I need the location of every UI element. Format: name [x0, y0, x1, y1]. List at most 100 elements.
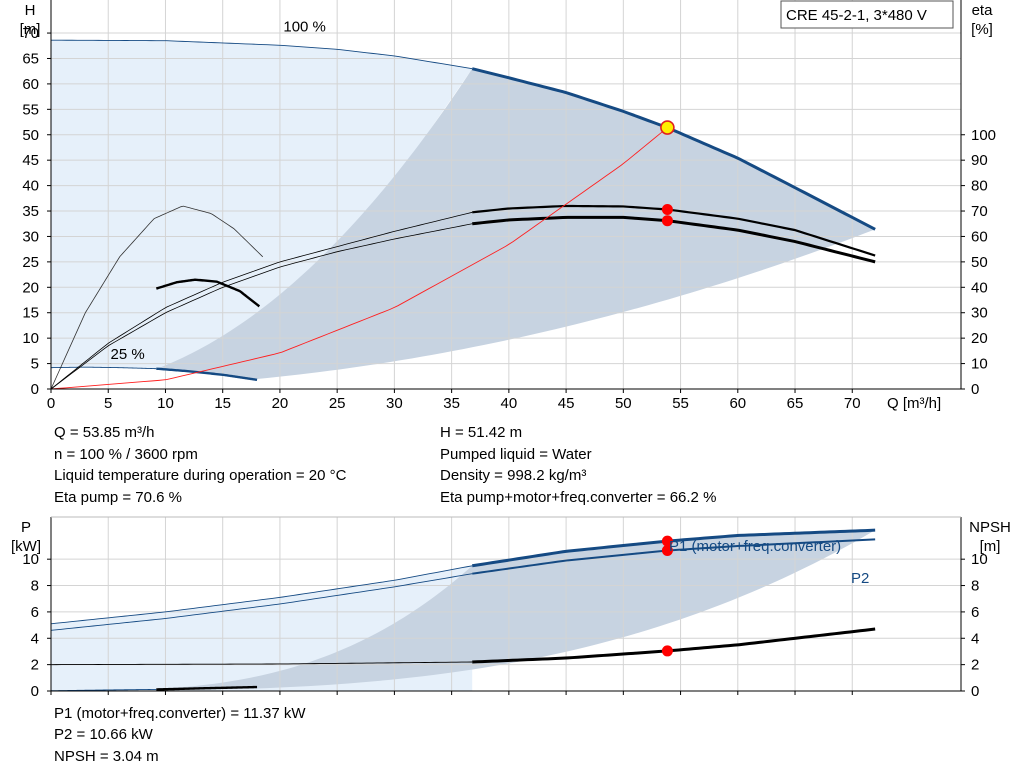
x-tick-label: 25	[329, 395, 346, 412]
title-box	[780, 0, 954, 29]
y-axis-label-line1: P	[21, 519, 31, 536]
duty-point-marker	[660, 120, 675, 135]
x-tick-label: 60	[729, 395, 746, 412]
y-tick-label: 0	[31, 381, 39, 398]
info-pumped-liquid: Pumped liquid = Water	[440, 446, 592, 463]
series-head-100-thin	[50, 39, 473, 70]
series-label-p2: P2	[851, 570, 869, 587]
y2-axis-label-line2: [m]	[980, 538, 1001, 555]
y-tick-label: 15	[22, 305, 39, 322]
x-tick-label: 55	[672, 395, 689, 412]
info-eta-total: Eta pump+motor+freq.converter = 66.2 %	[440, 489, 717, 506]
x-tick-label: 65	[787, 395, 804, 412]
series-eta-pump-thin	[50, 211, 473, 390]
y2-tick-label: 50	[971, 254, 988, 271]
curve-label-100: 100 %	[283, 19, 326, 36]
series-system-curve	[50, 127, 668, 390]
y2-tick-label: 0	[971, 381, 979, 398]
y2-tick-label: 6	[971, 604, 979, 621]
y2-tick-label: 2	[971, 657, 979, 674]
y-tick-label: 65	[22, 50, 39, 67]
y-tick-label: 6	[31, 604, 39, 621]
y-tick-label: 10	[22, 551, 39, 568]
y-axis-label-line2: [kW]	[11, 538, 41, 555]
npsh-marker	[661, 645, 673, 657]
y-tick-label: 0	[31, 683, 39, 700]
y-tick-label: 5	[31, 356, 39, 373]
series-p2	[472, 538, 876, 575]
series-head-25-thin	[50, 366, 157, 370]
series-npsh-thin	[50, 661, 473, 666]
series-p-25	[156, 685, 258, 691]
eta-total-marker	[661, 215, 673, 227]
series-p2-thin	[50, 573, 473, 631]
x-tick-label: 40	[501, 395, 518, 412]
x-tick-label: 15	[214, 395, 231, 412]
x-tick-label: 30	[386, 395, 403, 412]
info-eta-pump: Eta pump = 70.6 %	[54, 489, 182, 506]
y2-axis-label-line1: NPSH	[969, 519, 1011, 536]
operating-envelope-dark	[156, 530, 876, 690]
x-tick-label: 35	[443, 395, 460, 412]
y-tick-label: 45	[22, 152, 39, 169]
series-p1	[472, 528, 876, 568]
x-tick-label: 70	[844, 395, 861, 412]
y-tick-label: 25	[22, 254, 39, 271]
p1-marker	[661, 535, 673, 547]
y-tick-label: 20	[22, 279, 39, 296]
y-tick-label: 40	[22, 178, 39, 195]
info-p2: P2 = 10.66 kW	[54, 726, 153, 743]
operating-envelope-light	[51, 40, 473, 390]
y-tick-label: 4	[31, 630, 39, 647]
info-q: Q = 53.85 m³/h	[54, 424, 155, 441]
y-axis-label-line2: [m]	[20, 21, 41, 38]
curve-label-25: 25 %	[111, 346, 145, 363]
eta-pump-marker	[661, 204, 673, 216]
title-box-text: CRE 45-2-1, 3*480 V	[786, 7, 927, 24]
y2-tick-label: 90	[971, 152, 988, 169]
y-tick-label: 8	[31, 578, 39, 595]
x-tick-label: 50	[615, 395, 632, 412]
series-eta-total	[472, 215, 876, 264]
y2-axis-label-line2: [%]	[971, 21, 993, 38]
y-tick-label: 2	[31, 657, 39, 674]
y-tick-label: 70	[22, 25, 39, 42]
info-head: H = 51.42 m	[440, 424, 523, 441]
y2-tick-label: 40	[971, 279, 988, 296]
y-tick-label: 55	[22, 101, 39, 118]
series-npsh	[472, 627, 876, 664]
series-eta-pump	[472, 204, 876, 257]
operating-envelope-dark	[156, 68, 876, 380]
y2-axis-label-line1: eta	[972, 2, 994, 19]
info-liquid-temperature: Liquid temperature during operation = 20…	[54, 467, 347, 484]
y2-tick-label: 10	[971, 551, 988, 568]
y-tick-label: 35	[22, 203, 39, 220]
x-axis-label: Q [m³/h]	[887, 395, 941, 412]
y2-tick-label: 8	[971, 578, 979, 595]
p2-marker	[661, 544, 673, 556]
x-tick-label: 20	[272, 395, 289, 412]
info-npsh: NPSH = 3.04 m	[54, 748, 159, 765]
y2-tick-label: 70	[971, 203, 988, 220]
y2-tick-label: 10	[971, 356, 988, 373]
series-head-25	[156, 367, 258, 382]
y2-tick-label: 20	[971, 330, 988, 347]
series-eta-total-thin	[50, 223, 473, 390]
y-tick-label: 10	[22, 330, 39, 347]
y2-tick-label: 30	[971, 305, 988, 322]
series-eta-25-pump	[50, 205, 264, 390]
info-density: Density = 998.2 kg/m³	[440, 467, 587, 484]
series-eta-25-total	[155, 278, 261, 308]
x-tick-label: 10	[157, 395, 174, 412]
y2-tick-label: 4	[971, 630, 979, 647]
y2-tick-label: 100	[971, 127, 996, 144]
y2-tick-label: 80	[971, 178, 988, 195]
info-speed: n = 100 % / 3600 rpm	[54, 446, 198, 463]
series-p-25-thin	[50, 688, 157, 692]
x-tick-label: 0	[47, 395, 55, 412]
series-label-p1: P1 (motor+freq.converter)	[669, 538, 841, 555]
y2-tick-label: 0	[971, 683, 979, 700]
y-tick-label: 60	[22, 76, 39, 93]
